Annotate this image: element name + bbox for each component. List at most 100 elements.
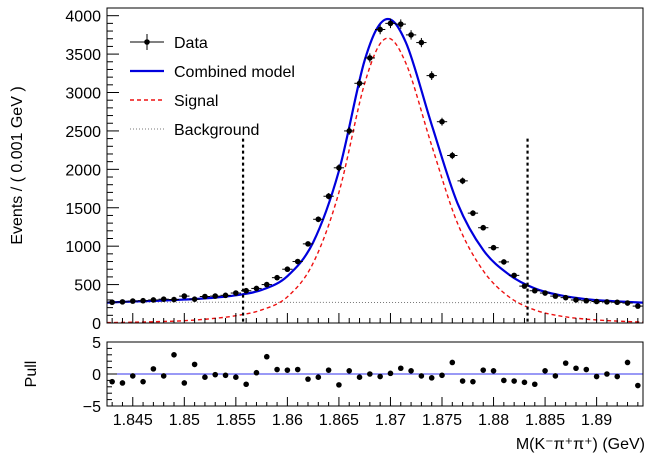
pull-point — [418, 373, 425, 379]
data-marker — [542, 290, 548, 296]
data-point — [529, 287, 540, 294]
data-point — [570, 297, 582, 303]
legend-entry: Combined model — [130, 64, 295, 81]
data-marker — [253, 285, 260, 292]
data-point — [158, 296, 169, 302]
data-point — [498, 259, 509, 265]
data-marker — [367, 55, 373, 61]
pull-point — [501, 377, 507, 384]
pull-point — [490, 368, 497, 374]
data-marker — [490, 244, 497, 251]
pull-point — [593, 373, 600, 380]
pull-y-tick-label: 0 — [92, 367, 101, 384]
data-point — [230, 290, 241, 296]
pull-point — [480, 367, 487, 373]
pull-point — [274, 366, 280, 373]
data-marker — [305, 241, 311, 247]
pull-point — [212, 371, 219, 378]
data-marker — [171, 296, 177, 303]
data-point — [581, 297, 592, 304]
pull-point — [562, 360, 569, 366]
data-marker — [160, 296, 167, 302]
y-tick-label: 3000 — [65, 86, 101, 103]
legend-label: Background — [174, 122, 259, 139]
data-marker — [397, 21, 404, 27]
pull-y-tick-label: 5 — [92, 335, 101, 352]
data-marker — [336, 165, 342, 171]
pull-point — [397, 365, 404, 372]
data-point — [478, 224, 489, 231]
pull-point — [233, 374, 239, 381]
data-marker — [408, 32, 414, 38]
data-point — [117, 299, 128, 305]
data-point — [426, 71, 437, 80]
data-marker — [191, 296, 198, 302]
x-tick-label: 1.885 — [525, 412, 565, 429]
pull-point — [119, 380, 126, 386]
x-tick-label: 1.845 — [113, 412, 153, 429]
pull-point — [583, 366, 590, 373]
data-point — [271, 274, 283, 281]
data-marker — [583, 297, 590, 304]
data-marker — [459, 178, 466, 184]
pull-point — [604, 371, 610, 377]
data-point — [375, 24, 386, 35]
y-tick-label: 1000 — [65, 239, 101, 256]
data-point — [385, 18, 396, 29]
data-marker — [387, 20, 394, 27]
data-point — [251, 285, 262, 292]
data-marker — [284, 266, 291, 273]
data-point — [107, 299, 118, 306]
data-point — [550, 293, 561, 299]
data-point — [241, 287, 252, 294]
data-point — [467, 210, 479, 217]
data-marker — [222, 292, 229, 299]
data-point — [622, 300, 633, 306]
data-marker — [150, 297, 157, 303]
pull-point — [222, 372, 229, 379]
pull-point — [439, 372, 445, 379]
x-tick-label: 1.86 — [272, 412, 303, 429]
data-point — [354, 78, 365, 88]
pull-point — [263, 353, 270, 360]
data-marker — [501, 259, 507, 265]
x-tick-label: 1.87 — [375, 412, 406, 429]
pull-point — [428, 375, 435, 381]
y-tick-label: 2000 — [65, 162, 101, 179]
data-point — [405, 30, 417, 40]
pull-point — [367, 371, 373, 377]
pull-point — [129, 373, 136, 379]
pull-axes: 5 0 −5 1.845 1.85 1.855 1.86 1.865 1.87 1.875 1.88… — [83, 335, 639, 429]
data-point — [539, 290, 551, 296]
data-marker — [119, 299, 126, 305]
pull-point — [377, 373, 383, 380]
x-tick-label: 1.855 — [216, 412, 256, 429]
pull-point — [552, 373, 559, 379]
pull-point — [325, 367, 332, 373]
data-marker — [521, 283, 528, 289]
data-point — [560, 294, 571, 301]
data-marker — [573, 297, 579, 303]
main-data-points — [107, 18, 643, 309]
data-point — [168, 296, 180, 303]
pull-point — [624, 359, 631, 366]
data-point — [601, 299, 613, 305]
data-point — [210, 293, 221, 299]
x-tick-label: 1.88 — [478, 412, 509, 429]
data-point — [344, 127, 355, 135]
pull-point — [635, 382, 641, 389]
data-marker — [181, 293, 188, 299]
pull-point — [191, 361, 198, 368]
signal-curve — [106, 37, 644, 324]
data-point — [364, 53, 375, 63]
data-point — [179, 293, 190, 299]
pull-point — [614, 373, 621, 380]
data-marker — [109, 299, 115, 306]
pull-point — [459, 378, 466, 384]
data-point — [261, 281, 272, 288]
pull-point — [336, 382, 342, 388]
pull-point — [294, 366, 301, 373]
x-tick-label: 1.865 — [319, 412, 359, 429]
data-marker — [480, 224, 487, 231]
pull-point — [181, 380, 188, 386]
